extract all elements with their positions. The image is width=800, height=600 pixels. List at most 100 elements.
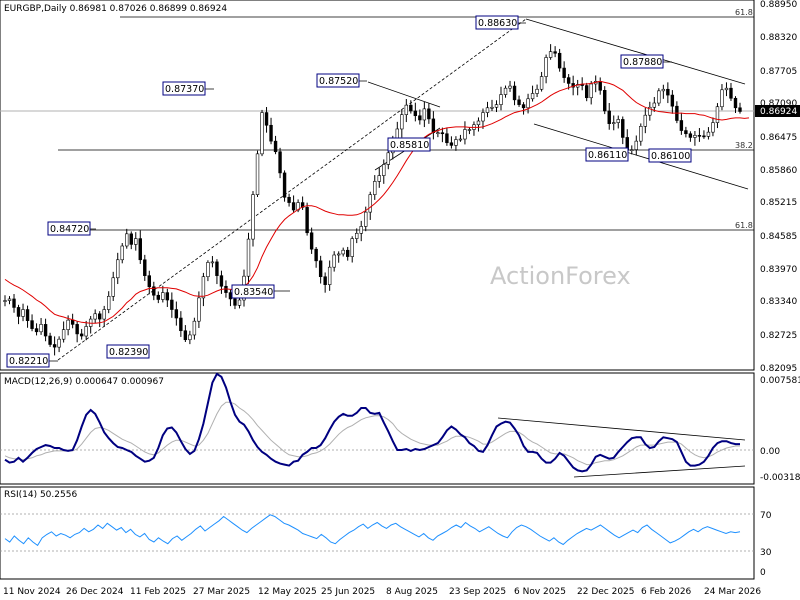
candle-body-up (485, 107, 490, 113)
candle (111, 271, 115, 301)
x-axis: 11 Nov 2024 26 Dec 2024 11 Feb 2025 27 M… (3, 587, 761, 597)
candle-body-up (616, 119, 620, 123)
x-tick-label: 24 Mar 2026 (704, 587, 761, 597)
candle (440, 127, 445, 143)
rsi-panel-frame (0, 486, 755, 580)
candle (246, 232, 251, 284)
candle-body-down (152, 286, 156, 296)
macd-y-tick-label: -0.003183 (760, 473, 800, 483)
candle (179, 311, 183, 337)
candle (355, 228, 359, 244)
candle (697, 128, 702, 142)
candle-body-down (291, 202, 296, 211)
candle (508, 80, 512, 92)
candle-body-down (314, 248, 318, 262)
candle-body-down (584, 85, 589, 99)
price-label-box-0-86100: 0.86100 (648, 148, 692, 163)
candle-body-down (318, 260, 323, 278)
price-label-box-0-82390: 0.82390 (106, 344, 150, 359)
candle-body-up (630, 149, 634, 151)
candle-body-down (309, 232, 314, 250)
candle (52, 336, 57, 356)
candle (161, 285, 165, 303)
candle-body-down (215, 261, 219, 276)
candle (125, 228, 129, 249)
falling-channel-lower-line (533, 123, 749, 190)
candle-body-up (535, 88, 539, 94)
candle-body-down (566, 77, 571, 84)
candle-body-down (30, 320, 34, 329)
price-label-text: 0.87880 (623, 57, 662, 68)
candle (544, 54, 548, 84)
candle-body-up (539, 76, 544, 90)
candle-body-down (170, 299, 174, 310)
candle-body-down (679, 120, 684, 131)
candle-body-up (715, 106, 720, 123)
price-label-text: 0.86110 (588, 150, 627, 161)
candle-body-up (404, 104, 409, 115)
rsi-y-tick-label: 0 (760, 568, 766, 578)
candle-body-up (255, 153, 260, 195)
candle-body-down (684, 130, 688, 135)
candle (345, 246, 350, 261)
candle (120, 243, 124, 264)
price-label-box-0-88630: 0.88630 (475, 15, 519, 30)
candle (503, 85, 508, 98)
candle-body-down (557, 52, 562, 69)
candle-body-up (503, 87, 508, 95)
candle (517, 95, 521, 107)
candle (152, 281, 156, 301)
price-label-text: 0.82390 (109, 347, 148, 358)
candle-body-down (52, 344, 57, 348)
candle-body-up (237, 299, 242, 306)
candle (102, 305, 106, 327)
candle (219, 270, 224, 294)
candle (327, 260, 332, 291)
candle (566, 74, 571, 90)
macd-panel-title: MACD(12,26,9) 0.000647 0.000967 (4, 377, 164, 387)
price-label-text: 0.85810 (390, 140, 429, 151)
candle (666, 82, 670, 104)
candle-body-up (368, 194, 372, 213)
candle (530, 85, 535, 102)
candle (143, 254, 147, 281)
candle-body-down (305, 207, 309, 234)
candle (427, 103, 431, 124)
candle-body-up (66, 319, 70, 330)
price-label-border (162, 81, 206, 96)
candle (499, 86, 503, 111)
candle-body-down (738, 107, 742, 112)
candle-body-up (661, 88, 666, 92)
candle (215, 259, 219, 285)
candle (454, 136, 458, 151)
y-tick-label: 0.88320 (760, 33, 797, 43)
candle-body-up (341, 249, 345, 255)
candle-body-up (467, 129, 472, 131)
candle-body-up (454, 139, 458, 146)
candle (341, 247, 345, 257)
candle (612, 115, 616, 131)
x-tick-label: 6 Feb 2026 (641, 587, 692, 597)
candle-body-up (458, 138, 463, 141)
candle-body-down (12, 298, 16, 308)
candle-body-down (688, 133, 693, 138)
candle (467, 127, 472, 135)
candle-body-down (48, 335, 52, 345)
candle (255, 150, 260, 197)
candle (147, 270, 151, 295)
x-tick-label: 8 Aug 2025 (386, 587, 438, 597)
candle-body-down (733, 97, 738, 109)
candle (720, 84, 724, 111)
y-tick-label: 0.88950 (760, 0, 797, 10)
candle-body-up (111, 277, 115, 297)
candle (197, 291, 201, 328)
price-label-text: 0.82210 (9, 356, 48, 367)
price-label-border (316, 73, 360, 88)
candle-body-up (107, 296, 111, 310)
candle-body-up (711, 122, 715, 133)
candle-body-up (61, 329, 66, 340)
candle-body-up (192, 320, 197, 336)
candle (630, 145, 634, 155)
candle (589, 80, 593, 105)
candle-body-down (449, 142, 454, 146)
